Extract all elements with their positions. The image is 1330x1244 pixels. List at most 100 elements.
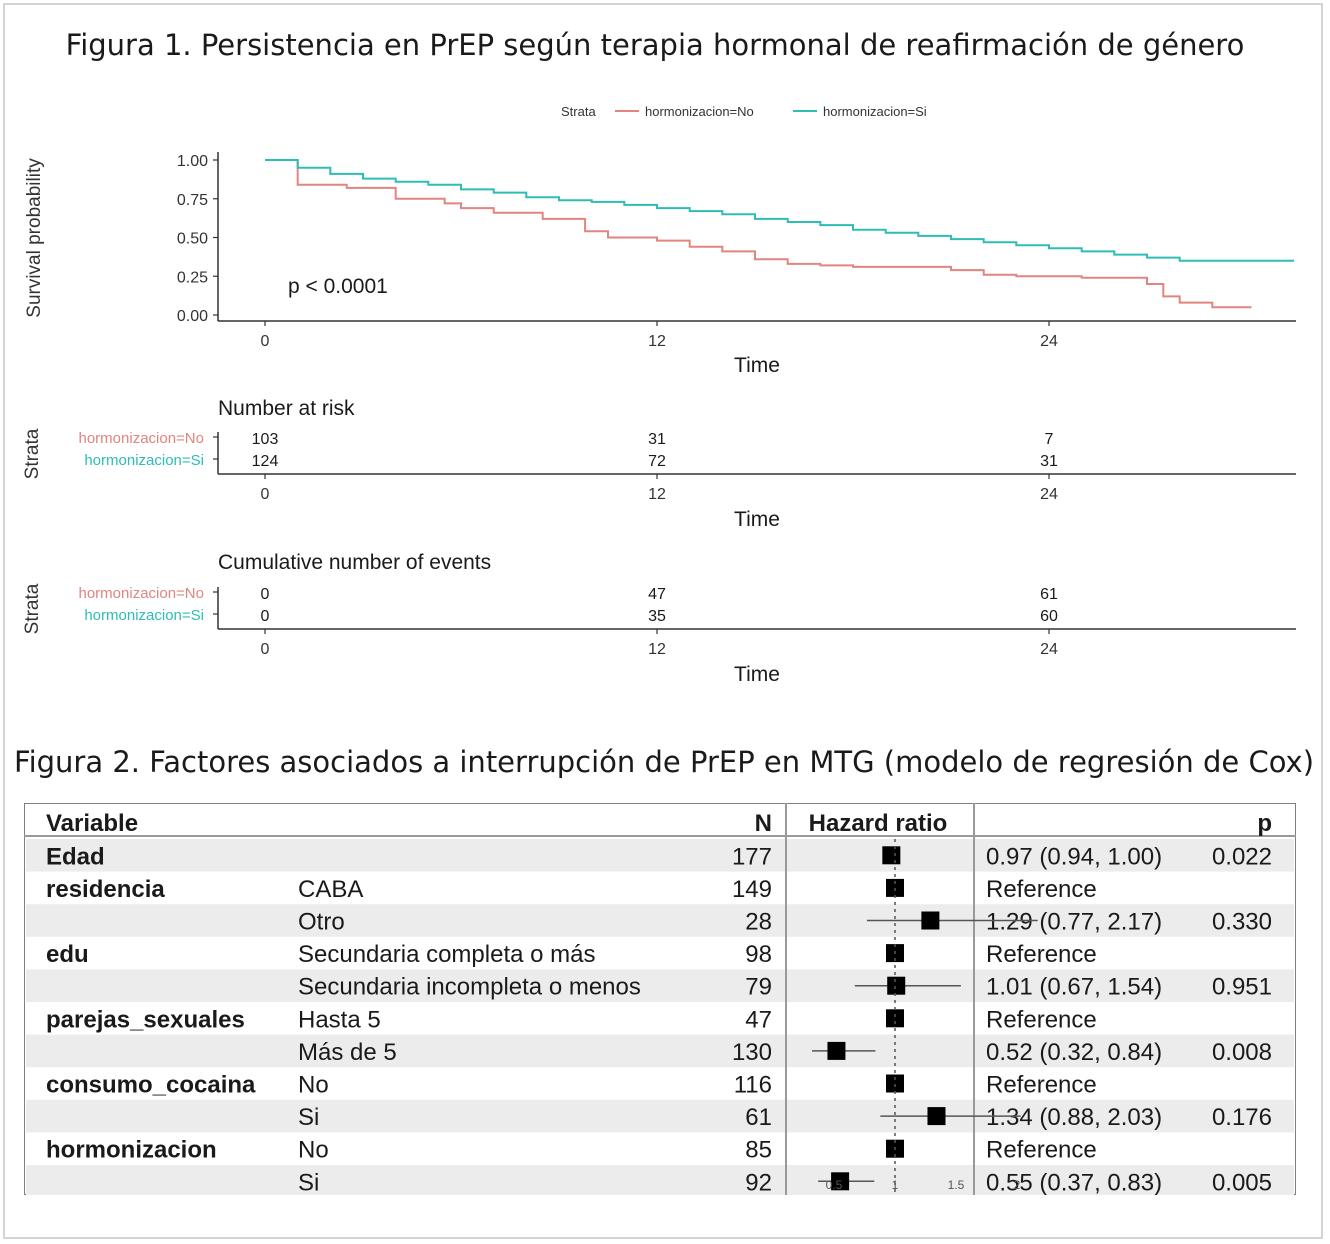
forest-marks: 0.5 1 1.5 2 <box>812 839 1038 1195</box>
table-x-tick-label: 0 <box>261 486 270 503</box>
row-p-value: 0.022 <box>1212 843 1272 870</box>
row-n: 28 <box>745 909 772 936</box>
table-cell: 72 <box>648 453 666 470</box>
row-variable: residencia <box>46 876 165 903</box>
survival-curve-si <box>265 159 1294 262</box>
hazard-ratio-marker <box>886 1009 904 1028</box>
figure-2-title: Figura 2. Factores asociados a interrupc… <box>14 745 1315 779</box>
row-estimate: Reference <box>986 941 1097 968</box>
row-estimate: 1.01 (0.67, 1.54) <box>986 974 1162 1001</box>
hazard-ratio-marker <box>921 911 940 930</box>
row-estimate: 1.29 (0.77, 2.17) <box>986 909 1162 936</box>
forest-rows: Edad 177 0.97 (0.94, 1.00) 0.022 residencia C… <box>46 843 1272 1195</box>
strata-label: hormonizacion=Si <box>84 607 204 624</box>
header-n: N <box>755 810 772 837</box>
table-cell: 0 <box>261 608 270 625</box>
survival-plot: 0.00 0.25 0.50 0.75 1.00 0 12 24 Time Survival pr… <box>24 152 1296 377</box>
legend: Strata hormonizacion=No hormonizacion=Si <box>561 104 927 119</box>
row-variable: Edad <box>46 843 105 870</box>
row-n: 79 <box>745 974 772 1001</box>
legend-entry: hormonizacion=Si <box>823 104 927 119</box>
table-x-tick-label: 12 <box>648 486 666 503</box>
y-tick-label: 0.00 <box>177 308 208 325</box>
row-n: 92 <box>745 1169 772 1195</box>
events-table-title: Cumulative number of events <box>218 551 491 574</box>
row-variable: hormonizacion <box>46 1137 217 1164</box>
row-estimate: Reference <box>986 1072 1097 1099</box>
y-tick-label: 0.75 <box>177 192 208 209</box>
y-tick-label: 0.50 <box>177 231 208 248</box>
row-estimate: 0.97 (0.94, 1.00) <box>986 843 1162 870</box>
table-cell: 124 <box>252 453 279 470</box>
table-cell: 61 <box>1040 586 1058 603</box>
row-estimate: Reference <box>986 876 1097 903</box>
table-cell: 31 <box>1040 453 1058 470</box>
row-level: Si <box>298 1169 319 1195</box>
row-n: 98 <box>745 941 772 968</box>
hazard-ratio-marker <box>927 1107 946 1126</box>
row-n: 177 <box>732 843 772 870</box>
strata-label: hormonizacion=Si <box>84 452 204 469</box>
table-x-axis-label: Time <box>734 508 780 531</box>
table-y-axis-label: Strata <box>22 428 43 479</box>
table-cell: 103 <box>252 431 279 448</box>
forest-row-stripe <box>26 1034 1294 1068</box>
figure-1-title: Figura 1. Persistencia en PrEP según ter… <box>65 28 1245 62</box>
header-p: p <box>1257 810 1272 837</box>
survival-curve-no <box>265 159 1252 309</box>
row-level: Si <box>298 1104 319 1131</box>
row-p-value: 0.008 <box>1212 1039 1272 1066</box>
table-x-tick-label: 24 <box>1040 641 1058 658</box>
table-x-tick-label: 24 <box>1040 486 1058 503</box>
row-level: No <box>298 1072 329 1099</box>
table-cell: 60 <box>1040 608 1058 625</box>
row-p-value: 0.951 <box>1212 974 1272 1001</box>
events-table: hormonizacion=No 0 47 61 hormonizacion=Si 0 35… <box>22 583 1296 686</box>
table-y-axis-label: Strata <box>22 583 43 634</box>
forest-row-stripe <box>26 839 1294 872</box>
row-n: 47 <box>745 1006 772 1033</box>
row-level: No <box>298 1137 329 1164</box>
strata-label: hormonizacion=No <box>79 430 205 447</box>
row-variable: consumo_cocaina <box>46 1072 256 1099</box>
row-n: 130 <box>732 1039 772 1066</box>
row-level: Secundaria incompleta o menos <box>298 974 641 1001</box>
figure-frame <box>3 3 1323 1239</box>
forest-x-tick-label: 0.5 <box>826 1178 843 1192</box>
y-tick-label: 0.25 <box>177 269 208 286</box>
row-estimate: Reference <box>986 1137 1097 1164</box>
x-tick-label: 24 <box>1040 333 1058 350</box>
row-level: Hasta 5 <box>298 1006 381 1033</box>
risk-table-title: Number at risk <box>218 397 355 420</box>
table-cell: 31 <box>648 431 666 448</box>
header-variable: Variable <box>46 810 138 837</box>
row-level: Otro <box>298 909 345 936</box>
row-estimate: Reference <box>986 1006 1097 1033</box>
row-level: Más de 5 <box>298 1039 397 1066</box>
row-estimate: 1.34 (0.88, 2.03) <box>986 1104 1162 1131</box>
x-axis-label: Time <box>734 354 780 377</box>
y-tick-label: 1.00 <box>177 153 208 170</box>
row-level: CABA <box>298 876 363 903</box>
legend-title: Strata <box>561 104 596 119</box>
row-p-value: 0.330 <box>1212 909 1272 936</box>
row-variable: edu <box>46 941 89 968</box>
forest-x-tick-label: 2 <box>1014 1178 1021 1192</box>
risk-table: hormonizacion=No 103 31 7 hormonizacion=Si 12… <box>22 428 1296 531</box>
row-n: 85 <box>745 1137 772 1164</box>
hazard-ratio-marker <box>827 1041 846 1060</box>
table-cell: 7 <box>1045 431 1054 448</box>
forest-row-stripe <box>26 969 1294 1002</box>
row-n: 116 <box>734 1072 772 1099</box>
y-axis-label: Survival probability <box>24 158 45 318</box>
hazard-ratio-marker <box>886 878 904 897</box>
table-cell: 35 <box>648 608 666 625</box>
forest-row-stripe <box>26 1099 1294 1133</box>
row-n: 149 <box>732 876 772 903</box>
row-estimate: 0.52 (0.32, 0.84) <box>986 1039 1162 1066</box>
forest-x-tick-label: 1.5 <box>948 1178 965 1192</box>
row-estimate: 0.55 (0.37, 0.83) <box>986 1169 1162 1195</box>
x-tick-label: 12 <box>648 333 666 350</box>
forest-plot: Variable N Hazard ratio p Edad 177 0.97 (0… <box>24 803 1296 1195</box>
forest-row-stripe <box>26 904 1294 937</box>
